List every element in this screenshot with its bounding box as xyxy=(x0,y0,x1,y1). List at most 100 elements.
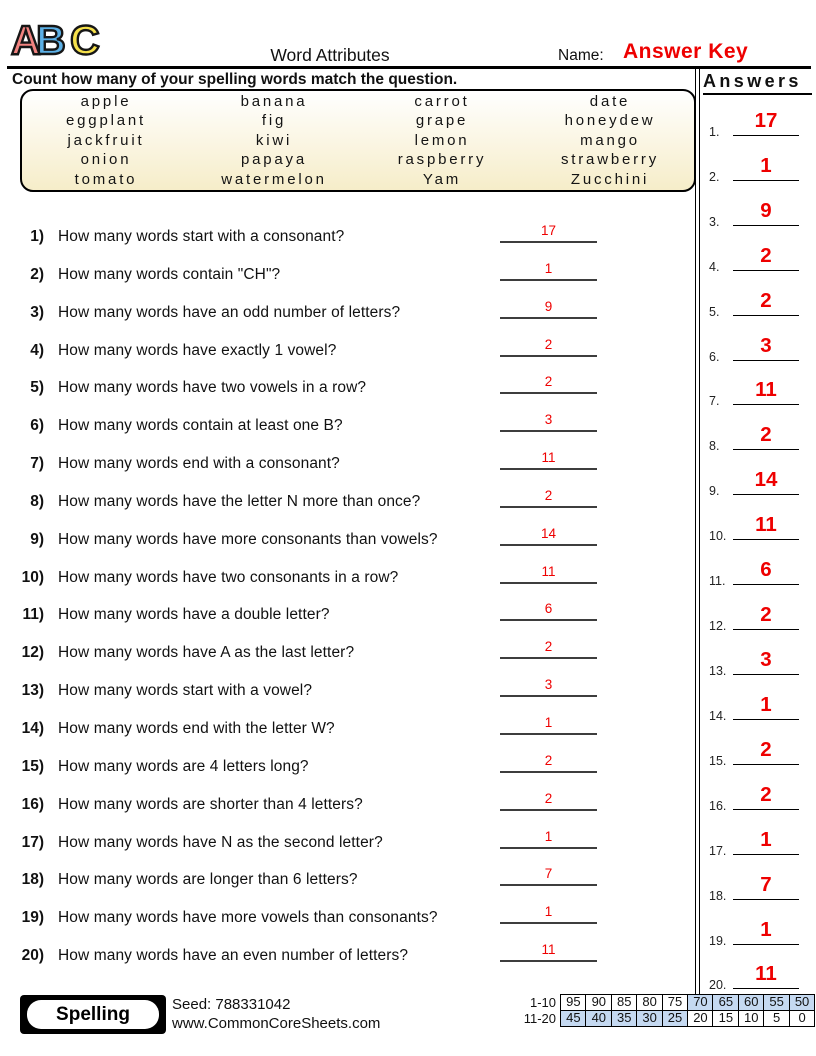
grade-cell: 90 xyxy=(585,994,613,1011)
question-row: 13) How many words start with a vowel? 3 xyxy=(0,673,696,711)
grade-cell: 20 xyxy=(687,1009,714,1027)
question-number: 20) xyxy=(21,947,44,965)
answer-item-line: 2 xyxy=(733,783,799,810)
answer-value: 6 xyxy=(544,601,553,617)
answer-item-line: 1 xyxy=(733,693,799,720)
question-number: 14) xyxy=(21,719,44,737)
answer-item: 2. 1 xyxy=(702,144,814,189)
question-text: How many words have two consonants in a … xyxy=(58,568,399,586)
answer-item-number: 4. xyxy=(709,259,720,274)
grade-cell: 65 xyxy=(712,994,740,1011)
answer-item: 11. 6 xyxy=(702,548,814,593)
question-number: 8) xyxy=(30,492,44,510)
question-number: 10) xyxy=(21,568,44,586)
answer-item-line: 14 xyxy=(733,468,799,496)
answer-item-value: 1 xyxy=(760,692,772,716)
question-row: 6) How many words contain at least one B… xyxy=(0,408,696,446)
answer-blank: 2 xyxy=(500,790,597,811)
answer-blank: 11 xyxy=(500,941,597,963)
answer-item-line: 2 xyxy=(733,244,799,271)
question-text: How many words are longer than 6 letters… xyxy=(58,871,358,889)
answer-item: 12. 2 xyxy=(702,593,814,638)
answer-item-number: 13. xyxy=(709,663,727,678)
question-text: How many words end with the letter W? xyxy=(58,719,335,737)
grade-cell: 25 xyxy=(661,1009,689,1027)
word-item: kiwi xyxy=(255,131,293,149)
question-number: 11) xyxy=(22,606,44,624)
word-item: fig xyxy=(261,112,287,130)
question-number: 12) xyxy=(21,644,44,662)
word-item: tomato xyxy=(74,170,138,188)
answer-item-number: 16. xyxy=(709,798,727,813)
answers-list: 1. 17 2. 1 3. 9 4. xyxy=(702,99,814,997)
answer-item: 8. 2 xyxy=(702,413,814,458)
answer-item-number: 17. xyxy=(709,843,727,858)
answer-item-value: 11 xyxy=(755,962,777,986)
answer-item-value: 2 xyxy=(760,737,772,761)
question-row: 1) How many words start with a consonant… xyxy=(0,219,696,257)
answer-item-line: 2 xyxy=(733,603,799,631)
question-row: 4) How many words have exactly 1 vowel? … xyxy=(0,333,696,371)
answers-divider xyxy=(695,67,700,994)
answer-item-line: 2 xyxy=(733,738,799,765)
answer-blank: 14 xyxy=(500,525,597,546)
word-item: grape xyxy=(415,112,469,130)
grade-cell: 95 xyxy=(560,994,587,1011)
question-row: 19) How many words have more vowels than… xyxy=(0,900,696,938)
question-text: How many words have the letter N more th… xyxy=(58,492,421,510)
question-number: 3) xyxy=(30,303,44,321)
answer-value: 7 xyxy=(544,866,553,882)
answer-item: 9. 14 xyxy=(702,458,814,503)
question-text: How many words are 4 letters long? xyxy=(58,757,309,775)
answer-value: 2 xyxy=(544,639,553,655)
answer-value: 1 xyxy=(544,260,553,276)
grade-cell: 50 xyxy=(788,994,816,1011)
question-number: 1) xyxy=(30,228,44,245)
question-row: 18) How many words are longer than 6 let… xyxy=(0,862,696,900)
word-item: mango xyxy=(580,131,640,149)
answer-item: 7. 11 xyxy=(702,369,814,414)
abc-logo: A B C xyxy=(10,18,101,61)
answer-item-value: 2 xyxy=(760,782,772,806)
answer-item-number: 11. xyxy=(709,574,726,589)
grade-cell: 45 xyxy=(560,1009,587,1027)
grade-row-label: 11-20 xyxy=(523,1010,556,1026)
answer-blank: 2 xyxy=(500,638,597,660)
answer-item-line: 11 xyxy=(733,378,799,406)
answer-item-value: 2 xyxy=(760,423,772,447)
question-number: 13) xyxy=(21,682,44,700)
grade-row-label: 1-10 xyxy=(529,995,556,1010)
answer-item: 19. 1 xyxy=(702,908,814,953)
question-row: 16) How many words are shorter than 4 le… xyxy=(0,787,696,825)
word-item: strawberry xyxy=(560,151,659,169)
question-text: How many words have N as the second lett… xyxy=(58,833,383,851)
question-row: 20) How many words have an even number o… xyxy=(0,938,696,976)
answer-item-number: 20. xyxy=(709,978,727,993)
answer-value: 1 xyxy=(544,904,553,920)
question-text: How many words are shorter than 4 letter… xyxy=(58,795,363,813)
question-row: 3) How many words have an odd number of … xyxy=(0,295,696,333)
grade-cell: 30 xyxy=(636,1009,664,1027)
question-number: 15) xyxy=(21,757,44,775)
word-item: Yam xyxy=(422,170,462,188)
answer-item-number: 10. xyxy=(709,529,727,544)
answer-value: 3 xyxy=(544,677,553,693)
answer-item-value: 1 xyxy=(760,917,772,941)
grade-cell: 55 xyxy=(763,994,791,1011)
question-row: 5) How many words have two vowels in a r… xyxy=(0,370,696,408)
answer-blank: 6 xyxy=(500,600,597,622)
question-text: How many words have a double letter? xyxy=(58,606,330,624)
word-item: carrot xyxy=(414,92,470,110)
answer-item-value: 14 xyxy=(754,468,778,492)
answer-item-number: 9. xyxy=(709,484,720,499)
answer-value: 2 xyxy=(544,752,553,768)
grade-cell: 5 xyxy=(763,1009,791,1027)
word-item: honeydew xyxy=(564,112,656,130)
question-row: 10) How many words have two consonants i… xyxy=(0,560,696,598)
word-item: banana xyxy=(240,92,308,110)
answer-item-number: 18. xyxy=(709,888,727,903)
answer-item-value: 1 xyxy=(760,153,772,177)
logo-letter: A xyxy=(10,17,42,63)
word-item: watermelon xyxy=(221,170,327,188)
answer-item-line: 2 xyxy=(733,423,799,451)
